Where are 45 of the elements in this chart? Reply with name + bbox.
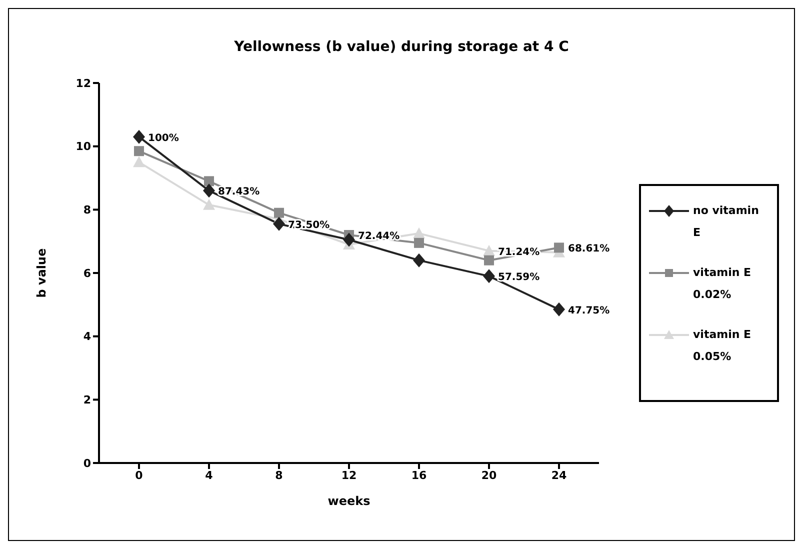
point: [483, 244, 495, 256]
point: [274, 208, 284, 218]
point: [483, 269, 495, 284]
legend-label: vitamin E 0.02%: [693, 265, 752, 303]
annotation: 57.59%: [498, 272, 540, 284]
x-tick-label: 4: [205, 468, 214, 482]
point: [273, 216, 285, 231]
legend-label: vitamin E 0.05%: [693, 327, 752, 365]
x-tick-label: 20: [481, 468, 497, 482]
chart-title: Yellowness (b value) during storage at 4 C: [233, 39, 570, 57]
point: [413, 253, 425, 268]
y-tick-label: 0: [83, 456, 92, 470]
x-axis-title: weeks: [328, 494, 370, 508]
point: [484, 255, 494, 266]
point: [203, 184, 215, 198]
x-tick-label: 8: [275, 468, 283, 482]
point: [343, 232, 355, 247]
y-tick-label: 6: [83, 266, 92, 280]
point: [554, 242, 564, 253]
point: [133, 130, 145, 144]
annotation: 100%: [148, 132, 179, 144]
y-tick-label: 12: [76, 76, 91, 90]
point: [133, 156, 145, 168]
x-tick-label: 24: [551, 468, 567, 482]
annotation: 73.50%: [288, 220, 330, 231]
point: [134, 146, 144, 156]
point: [553, 302, 565, 316]
x-tick-label: 16: [411, 468, 427, 482]
y-axis-title: b value: [34, 248, 48, 298]
annotation: 87.43%: [218, 186, 260, 198]
x-tick-label: 12: [341, 468, 357, 482]
point: [413, 227, 425, 238]
point: [204, 176, 214, 186]
y-tick-label: 4: [83, 330, 92, 344]
point: [203, 198, 215, 210]
y-tick-label: 2: [83, 394, 91, 407]
annotation: 72.44%: [358, 231, 400, 242]
y-tick-label: 10: [76, 140, 92, 154]
point: [414, 238, 424, 248]
annotation: 47.75%: [568, 305, 610, 316]
y-tick-label: 8: [83, 204, 91, 217]
x-tick-label: 0: [135, 468, 144, 482]
annotation: 71.24%: [498, 246, 540, 258]
annotation: 68.61%: [568, 244, 610, 255]
legend-label: no vitamin E: [693, 203, 760, 241]
